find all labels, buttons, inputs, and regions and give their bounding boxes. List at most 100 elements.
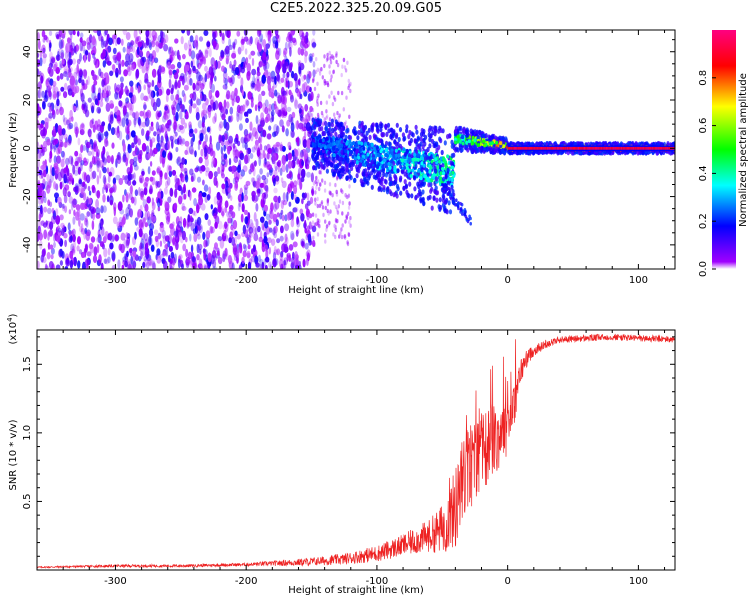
heatmap-cell (232, 243, 238, 253)
heatmap-cell (309, 86, 312, 93)
heatmap-cell (152, 260, 156, 269)
heatmap-cell (89, 244, 94, 254)
heatmap-cell (312, 235, 315, 240)
heatmap-cell (129, 185, 133, 194)
heatmap-cell (70, 243, 74, 253)
heatmap-cell (85, 231, 91, 241)
heatmap-cell (267, 82, 271, 92)
heatmap-cell (80, 251, 86, 259)
heatmap-cell (284, 104, 287, 113)
heatmap-cell (88, 190, 92, 196)
heatmap-cell (232, 148, 236, 156)
heatmap-cell (212, 40, 217, 48)
heatmap-cell (241, 36, 244, 44)
heatmap-cell (341, 200, 345, 206)
heatmap-cell (228, 254, 232, 265)
heatmap-cell (389, 191, 393, 197)
heatmap-cell (114, 234, 119, 242)
heatmap-cell (246, 235, 252, 244)
heatmap-cell (179, 137, 184, 147)
heatmap-cell (334, 182, 337, 188)
heatmap-cell (290, 233, 295, 241)
heatmap-cell (215, 141, 221, 151)
heatmap-cell (107, 256, 111, 264)
heatmap-cell (43, 196, 47, 204)
heatmap-cell (419, 141, 423, 147)
heatmap-cell (149, 42, 152, 51)
heatmap-cell (424, 149, 428, 155)
heatmap-cell (270, 238, 276, 246)
heatmap-cell (189, 128, 194, 134)
heatmap-cell (192, 103, 197, 109)
heatmap-cell (86, 211, 91, 217)
heatmap-cell (258, 125, 263, 132)
heatmap-cell (189, 149, 195, 156)
heatmap-cell (49, 51, 53, 60)
heatmap-cell (282, 72, 286, 79)
heatmap-cell (145, 30, 150, 38)
heatmap-cell (467, 139, 471, 144)
heatmap-cell (288, 41, 293, 50)
heatmap-cell (405, 124, 409, 130)
heatmap-cell (82, 145, 87, 151)
heatmap-cell (67, 88, 73, 96)
heatmap-cell (361, 171, 366, 177)
heatmap-cell (430, 178, 434, 183)
heatmap-cell (87, 75, 90, 86)
heatmap-cell (45, 265, 49, 269)
heatmap-cell (264, 99, 269, 108)
heatmap-cell (328, 190, 331, 195)
heatmap-cell (265, 249, 269, 259)
heatmap-cell (381, 142, 385, 149)
heatmap-cell (82, 69, 88, 77)
heatmap-cell (300, 48, 305, 56)
heatmap-cell (347, 205, 351, 210)
heatmap-cell (260, 60, 264, 68)
heatmap-cell (205, 240, 208, 248)
heatmap-cell (186, 30, 191, 36)
heatmap-cell (37, 89, 40, 99)
heatmap-cell (165, 247, 169, 258)
heatmap-cell (56, 91, 60, 99)
heatmap-cell (263, 145, 268, 151)
heatmap-cell (98, 220, 103, 228)
heatmap-cell (348, 114, 351, 120)
heatmap-cell (345, 175, 349, 181)
heatmap-cell (286, 191, 289, 202)
heatmap-cell (54, 192, 59, 199)
heatmap-cell (355, 148, 359, 154)
heatmap-cell (123, 69, 128, 77)
heatmap-cell (157, 191, 162, 200)
heatmap-cell (230, 114, 234, 122)
heatmap-cell (144, 42, 147, 49)
heatmap-cell (177, 258, 181, 269)
heatmap-cell (267, 34, 271, 42)
heatmap-cell (42, 55, 47, 64)
heatmap-cell (461, 141, 465, 146)
heatmap-cell (311, 52, 315, 58)
heatmap-cell (180, 36, 184, 45)
heatmap-cell (451, 170, 455, 175)
heatmap-cell (244, 216, 249, 225)
heatmap-cell (269, 227, 273, 233)
heatmap-cell (384, 148, 388, 152)
heatmap-cell (228, 158, 232, 166)
heatmap-cell (340, 227, 343, 232)
heatmap-cell (200, 203, 206, 211)
heatmap-cell (255, 218, 259, 228)
heatmap-cell (416, 153, 420, 158)
heatmap-cell (312, 69, 316, 78)
heatmap-cell (397, 159, 401, 165)
heatmap-cell (296, 88, 300, 97)
heatmap-cell (306, 249, 311, 259)
heatmap-cell (346, 127, 350, 133)
heatmap-cell (150, 90, 156, 98)
heatmap-cell (255, 188, 261, 195)
heatmap-cell (367, 175, 371, 181)
heatmap-cell (416, 136, 420, 142)
heatmap-cell (401, 158, 405, 163)
heatmap-cell (189, 35, 194, 43)
heatmap-cell (102, 92, 107, 99)
heatmap-cell (240, 77, 244, 87)
heatmap-cell (154, 57, 159, 64)
